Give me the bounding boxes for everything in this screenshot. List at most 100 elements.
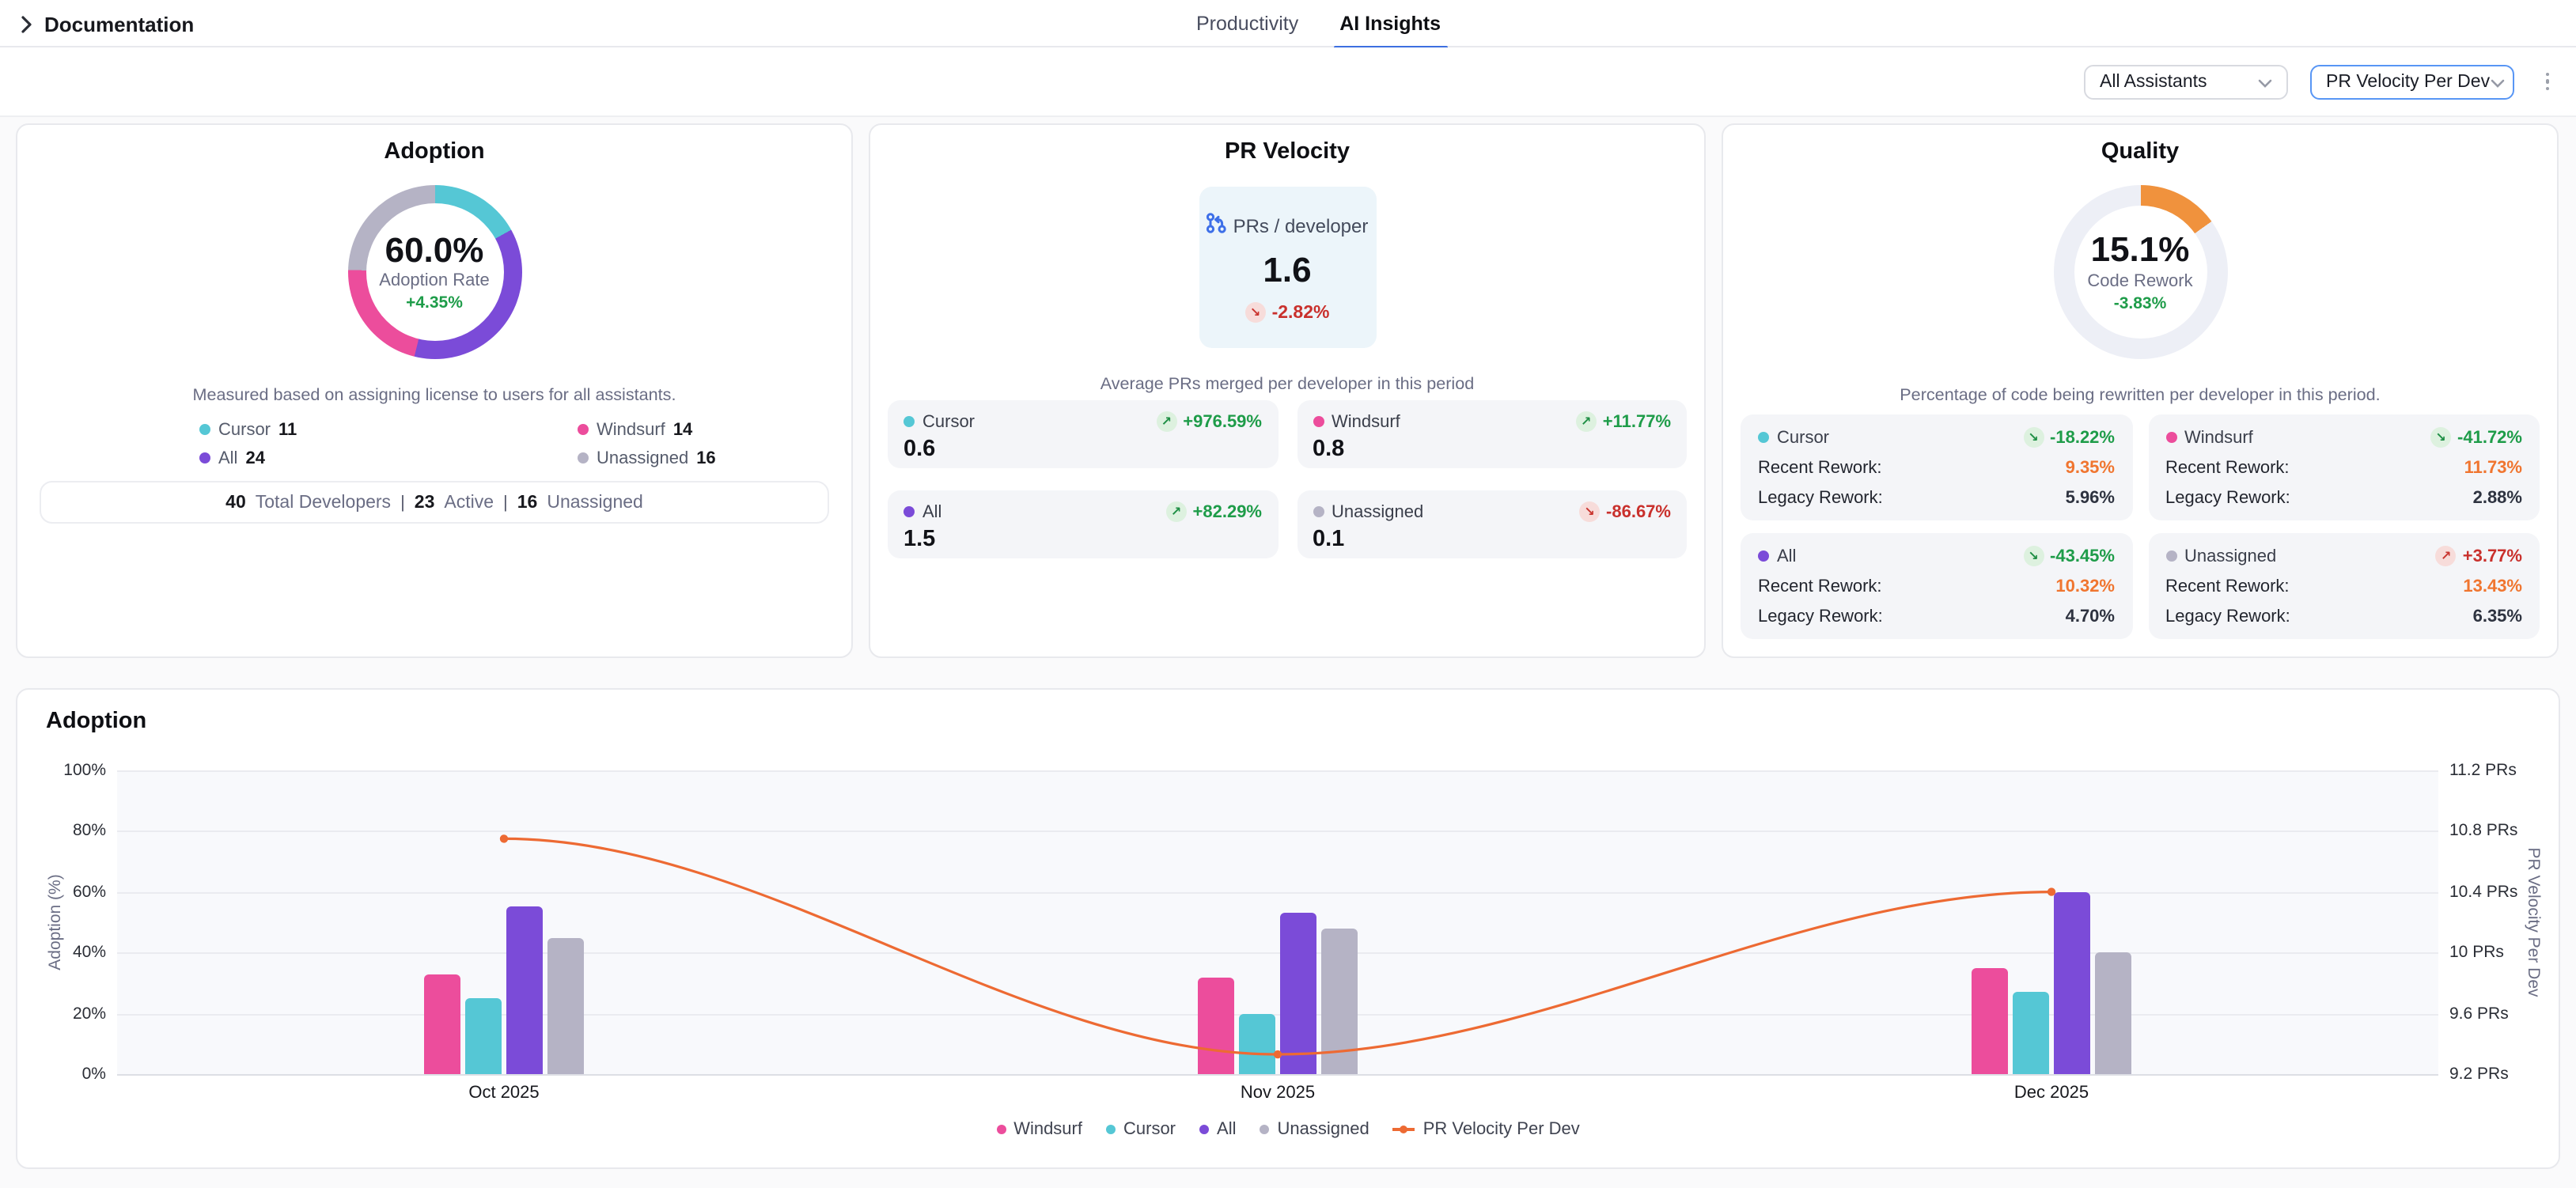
velocity-line-point[interactable] bbox=[1273, 1050, 1282, 1059]
trend-down-icon: ↘ bbox=[1244, 302, 1266, 323]
legend-pr-velocity-line[interactable]: PR Velocity Per Dev bbox=[1392, 1120, 1580, 1139]
quality-tiles: Cursor ↘ -18.22% Recent Rework: 9.35% Lega… bbox=[1741, 414, 2540, 639]
chevron-down-icon bbox=[2490, 67, 2504, 96]
cursor-dot bbox=[1106, 1125, 1116, 1134]
quality-donut-chart[interactable]: 15.1% Code Rework -3.83% bbox=[2053, 185, 2227, 359]
all-dot bbox=[1758, 550, 1769, 562]
adoption-rate-label: Adoption Rate bbox=[379, 271, 490, 291]
pr-velocity-tiles: Cursor ↗ +976.59% 0.6 Windsurf ↗ +11.77% 0… bbox=[888, 400, 1687, 558]
left-axis-label: Adoption (%) bbox=[46, 874, 65, 970]
bar-unassigned[interactable] bbox=[547, 937, 585, 1074]
code-rework-label: Code Rework bbox=[2087, 271, 2193, 291]
chart-legend: Windsurf Cursor All Unassigned PR Veloci… bbox=[17, 1120, 2559, 1139]
windsurf-dot bbox=[996, 1125, 1006, 1134]
trend-down-icon: ↘ bbox=[2430, 427, 2452, 448]
velocity-line-point[interactable] bbox=[2047, 887, 2056, 896]
all-dot bbox=[1199, 1125, 1210, 1134]
bar-unassigned[interactable] bbox=[2094, 952, 2132, 1074]
left-axis-ticks: 100% 80% 60% 40% 20% 0% bbox=[63, 761, 106, 1084]
trend-down-icon: ↘ bbox=[2023, 427, 2044, 448]
bar-cursor[interactable] bbox=[464, 998, 502, 1074]
breadcrumb-label: Documentation bbox=[44, 12, 195, 36]
unassigned-dot bbox=[1313, 506, 1324, 517]
quality-card-title: Quality bbox=[2101, 139, 2180, 165]
plot-area bbox=[117, 770, 2438, 1076]
windsurf-dot bbox=[1313, 416, 1324, 427]
adoption-subtitle: Measured based on assigning license to u… bbox=[192, 386, 676, 405]
adoption-donut-chart[interactable]: 60.0% Adoption Rate +4.35% bbox=[347, 185, 521, 359]
filters-toolbar: All Assistants PR Velocity Per Dev bbox=[0, 47, 2576, 117]
cursor-dot bbox=[1758, 432, 1769, 443]
trend-up-icon: ↗ bbox=[2435, 546, 2457, 566]
kebab-menu-icon[interactable] bbox=[2532, 64, 2563, 99]
assistants-dropdown-value: All Assistants bbox=[2100, 72, 2207, 91]
adoption-rate-change: +4.35% bbox=[406, 293, 463, 313]
bar-group-oct-2025 bbox=[423, 770, 585, 1074]
bar-windsurf[interactable] bbox=[1971, 967, 2009, 1074]
bar-unassigned[interactable] bbox=[1320, 928, 1358, 1074]
legend-all[interactable]: All bbox=[1199, 1120, 1237, 1139]
bar-all[interactable] bbox=[506, 906, 544, 1074]
legend-item-windsurf: Windsurf 14 bbox=[578, 418, 851, 441]
metric-dropdown-value: PR Velocity Per Dev bbox=[2326, 72, 2491, 91]
bar-groups bbox=[117, 770, 2438, 1074]
quality-tile-windsurf: Windsurf ↘ -41.72% Recent Rework: 11.73% L… bbox=[2148, 414, 2540, 520]
legend-unassigned[interactable]: Unassigned bbox=[1260, 1120, 1369, 1139]
bar-windsurf[interactable] bbox=[1197, 977, 1235, 1074]
legend-windsurf[interactable]: Windsurf bbox=[996, 1120, 1082, 1139]
pull-request-icon bbox=[1207, 212, 1227, 239]
adoption-card: Adoption 60.0% Adoption Rate +4.35% Meas… bbox=[16, 123, 853, 658]
pr-metric-value: 1.6 bbox=[1263, 250, 1312, 289]
quality-tile-unassigned: Unassigned ↗ +3.77% Recent Rework: 13.43% … bbox=[2148, 533, 2540, 639]
velocity-line-point[interactable] bbox=[499, 834, 509, 843]
tab-ai-insights[interactable]: AI Insights bbox=[1333, 0, 1447, 49]
trend-down-icon: ↘ bbox=[1579, 501, 1601, 522]
metric-dropdown[interactable]: PR Velocity Per Dev bbox=[2310, 64, 2514, 99]
chevron-right-icon bbox=[21, 15, 33, 32]
tab-productivity[interactable]: Productivity bbox=[1196, 13, 1299, 35]
adoption-chart-title: Adoption bbox=[46, 709, 147, 734]
line-marker-icon bbox=[1392, 1126, 1415, 1133]
x-axis-labels: Oct 2025 Nov 2025 Dec 2025 bbox=[468, 1084, 2089, 1103]
all-dot bbox=[903, 506, 915, 517]
cursor-dot bbox=[199, 424, 210, 435]
pr-tile-cursor: Cursor ↗ +976.59% 0.6 bbox=[888, 400, 1278, 468]
bar-all[interactable] bbox=[1279, 913, 1317, 1074]
tab-bar: Productivity AI Insights bbox=[1190, 0, 1447, 49]
bar-cursor[interactable] bbox=[1238, 1013, 1276, 1074]
legend-item-all: All 24 bbox=[199, 446, 578, 470]
pr-metric-change: ↘ -2.82% bbox=[1244, 302, 1329, 323]
bar-windsurf[interactable] bbox=[423, 974, 461, 1074]
assistants-dropdown[interactable]: All Assistants bbox=[2084, 64, 2288, 99]
right-axis-ticks: 11.2 PRs 10.8 PRs 10.4 PRs 10 PRs 9.6 PR… bbox=[2449, 761, 2518, 1084]
unassigned-dot bbox=[1260, 1125, 1270, 1134]
top-bar: Documentation Productivity AI Insights bbox=[0, 0, 2576, 49]
bar-group-nov-2025 bbox=[1197, 770, 1358, 1074]
legend-item-cursor: Cursor 11 bbox=[199, 418, 578, 441]
adoption-card-title: Adoption bbox=[384, 139, 485, 165]
bar-all[interactable] bbox=[2053, 891, 2091, 1074]
trend-down-icon: ↘ bbox=[2023, 546, 2044, 566]
pr-velocity-card: PR Velocity PRs / developer bbox=[869, 123, 1706, 658]
pr-velocity-card-title: PR Velocity bbox=[1225, 139, 1350, 165]
right-axis-label: PR Velocity Per Dev bbox=[2524, 847, 2543, 997]
pr-tile-all: All ↗ +82.29% 1.5 bbox=[888, 490, 1278, 558]
pr-tile-windsurf: Windsurf ↗ +11.77% 0.8 bbox=[1297, 400, 1687, 468]
code-rework-value: 15.1% bbox=[2090, 229, 2190, 270]
cursor-dot bbox=[903, 416, 915, 427]
pr-per-dev-highlight: PRs / developer 1.6 ↘ -2.82% bbox=[1199, 187, 1376, 348]
trend-up-icon: ↗ bbox=[1575, 411, 1597, 432]
quality-card: Quality 15.1% Code Rework -3.83% Percent… bbox=[1722, 123, 2559, 658]
windsurf-dot bbox=[2165, 432, 2176, 443]
legend-cursor[interactable]: Cursor bbox=[1106, 1120, 1176, 1139]
breadcrumb[interactable]: Documentation bbox=[21, 0, 194, 47]
quality-subtitle: Percentage of code being rewritten per d… bbox=[1900, 386, 2381, 405]
bar-group-dec-2025 bbox=[1971, 770, 2132, 1074]
adoption-legend: Cursor 11 Windsurf 14 All 24 bbox=[199, 418, 851, 470]
bar-cursor[interactable] bbox=[2012, 992, 2050, 1074]
unassigned-dot bbox=[2165, 550, 2176, 562]
trend-up-icon: ↗ bbox=[1156, 411, 1177, 432]
windsurf-dot bbox=[578, 424, 589, 435]
quality-tile-all: All ↘ -43.45% Recent Rework: 10.32% Legacy… bbox=[1741, 533, 2132, 639]
